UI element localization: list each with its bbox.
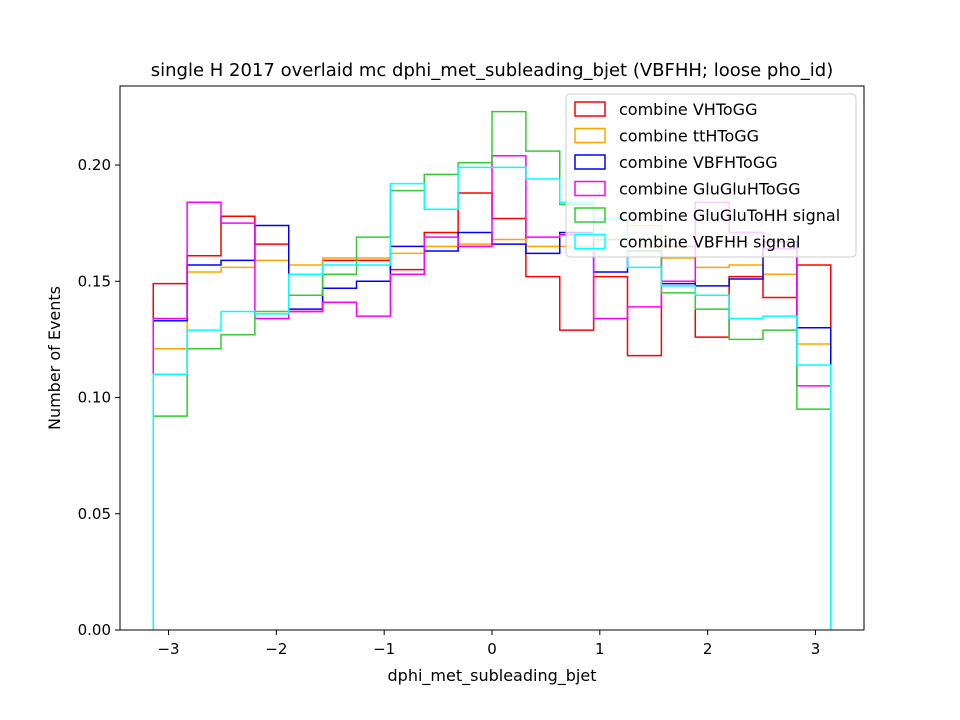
legend-label: combine VBFHH signal bbox=[619, 233, 800, 252]
legend-swatch bbox=[574, 233, 606, 250]
legend-swatch bbox=[574, 127, 606, 144]
x-tick-label: −3 bbox=[157, 640, 179, 658]
x-tick-label: −1 bbox=[373, 640, 395, 658]
legend-label: combine VHToGG bbox=[619, 100, 757, 119]
y-axis-label: Number of Events bbox=[45, 286, 64, 430]
legend-box bbox=[565, 93, 857, 258]
legend-swatch bbox=[574, 154, 606, 170]
x-tick-label: −2 bbox=[265, 640, 287, 658]
chart-title: single H 2017 overlaid mc dphi_met_suble… bbox=[151, 60, 833, 81]
x-tick-label: 0 bbox=[487, 640, 497, 658]
legend-label: combine ttHToGG bbox=[619, 127, 759, 146]
legend-label: combine GluGluToHH signal bbox=[619, 206, 840, 225]
y-tick-label: 0.00 bbox=[78, 621, 111, 639]
legend-swatch bbox=[574, 207, 606, 223]
x-axis: −3 −2 −1 0 1 2 3 bbox=[157, 630, 820, 658]
series-5-line bbox=[152, 166, 832, 630]
y-axis: 0.00 0.05 0.10 0.15 0.20 bbox=[78, 156, 120, 639]
x-tick-label: 1 bbox=[595, 640, 605, 658]
y-tick-label: 0.20 bbox=[78, 156, 111, 174]
series-layer bbox=[152, 110, 832, 630]
legend-swatch bbox=[574, 180, 606, 197]
legend-label: combine GluGluHToGG bbox=[619, 180, 800, 199]
y-tick-label: 0.05 bbox=[78, 505, 111, 523]
x-tick-label: 3 bbox=[811, 640, 821, 658]
legend-label: combine VBFHToGG bbox=[619, 153, 778, 172]
y-tick-label: 0.15 bbox=[78, 272, 111, 290]
y-tick-label: 0.10 bbox=[78, 389, 111, 407]
legend-swatch bbox=[574, 101, 606, 117]
legend: combine VHToGG combine ttHToGG combine VBF… bbox=[565, 93, 857, 258]
x-axis-label: dphi_met_subleading_bjet bbox=[388, 666, 597, 686]
x-tick-label: 2 bbox=[703, 640, 713, 658]
